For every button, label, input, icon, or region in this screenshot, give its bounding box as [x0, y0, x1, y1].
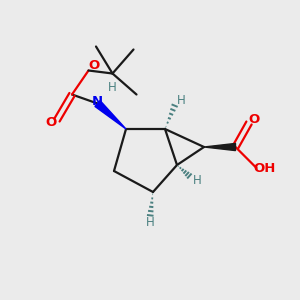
Text: H: H [176, 94, 185, 107]
Text: H: H [146, 216, 155, 230]
Text: O: O [88, 58, 100, 72]
Text: H: H [193, 173, 202, 187]
Text: O: O [45, 116, 57, 129]
Polygon shape [204, 143, 236, 151]
Text: OH: OH [254, 161, 276, 175]
Text: H: H [107, 81, 116, 94]
Polygon shape [95, 100, 126, 129]
Text: N: N [91, 94, 103, 108]
Text: O: O [248, 113, 259, 126]
